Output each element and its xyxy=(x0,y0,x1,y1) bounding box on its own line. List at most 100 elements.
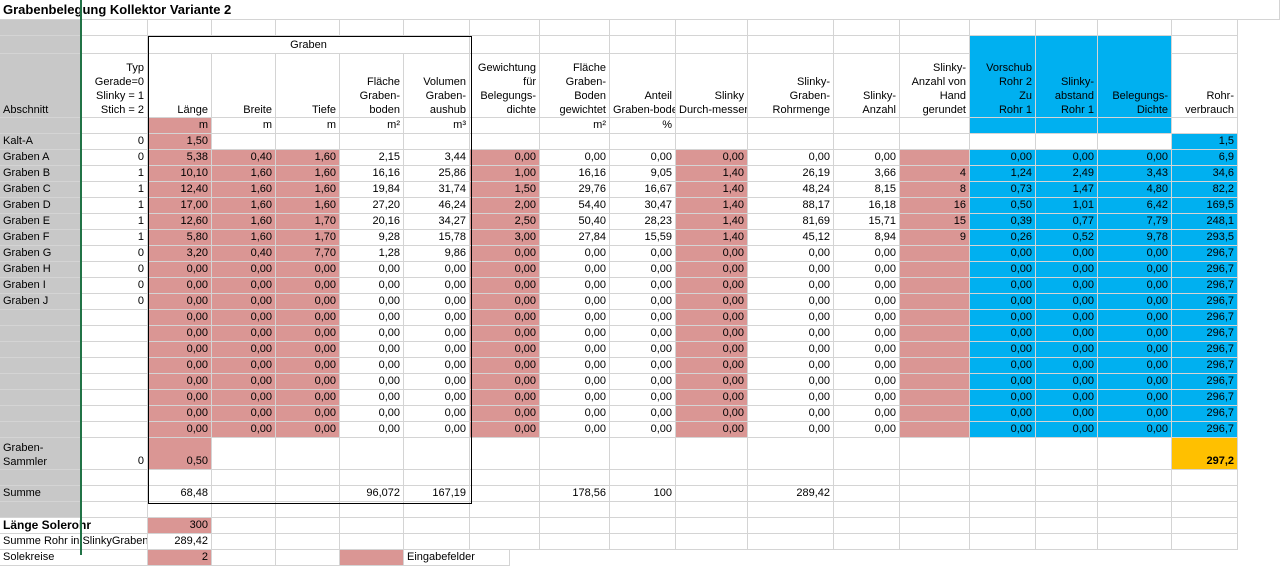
cell-belegungsdichte[interactable]: 0,00 xyxy=(1098,278,1172,294)
cell-flaeche[interactable] xyxy=(340,134,404,150)
empty-cell[interactable] xyxy=(1172,534,1238,550)
empty-cell[interactable] xyxy=(676,534,748,550)
cell-laenge[interactable]: 0,00 xyxy=(148,422,212,438)
empty-cell[interactable] xyxy=(82,20,148,36)
cell-laenge[interactable]: 0,00 xyxy=(148,358,212,374)
cell-abstand[interactable]: 0,00 xyxy=(1036,262,1098,278)
cell-tiefe[interactable]: 0,00 xyxy=(276,262,340,278)
cell-flaeche-gew[interactable]: 0,00 xyxy=(540,278,610,294)
cell-anzahl-hand[interactable]: 15 xyxy=(900,214,970,230)
empty-cell[interactable] xyxy=(276,518,340,534)
cell-abstand[interactable]: 2,49 xyxy=(1036,166,1098,182)
empty-cell[interactable] xyxy=(1036,534,1098,550)
cell-slinky-dm[interactable] xyxy=(676,134,748,150)
cell-volumen[interactable]: 0,00 xyxy=(404,342,470,358)
cell-tiefe[interactable]: 0,00 xyxy=(276,374,340,390)
cell-rohrverbrauch[interactable]: 296,7 xyxy=(1172,262,1238,278)
empty-cell[interactable] xyxy=(610,518,676,534)
summe-rohrmenge[interactable]: 289,42 xyxy=(748,486,834,502)
cell-typ[interactable]: 1 xyxy=(82,214,148,230)
cell-laenge[interactable]: 10,10 xyxy=(148,166,212,182)
cell-flaeche[interactable]: 16,16 xyxy=(340,166,404,182)
empty-cell[interactable] xyxy=(212,470,276,486)
cell-anteil[interactable]: 30,47 xyxy=(610,198,676,214)
summe-flaeche-gew[interactable]: 178,56 xyxy=(540,486,610,502)
cell-slinky-dm[interactable]: 0,00 xyxy=(676,246,748,262)
cell-belegungsdichte[interactable] xyxy=(1098,134,1172,150)
cell-anzahl-hand[interactable] xyxy=(900,262,970,278)
cell-vorschub[interactable]: 0,00 xyxy=(970,294,1036,310)
sammler-vorschub[interactable] xyxy=(970,438,1036,470)
cell-flaeche[interactable]: 0,00 xyxy=(340,358,404,374)
cell-slinky-anzahl[interactable]: 0,00 xyxy=(834,406,900,422)
summe-label[interactable]: Summe xyxy=(0,486,82,502)
cell-flaeche[interactable]: 27,20 xyxy=(340,198,404,214)
row-label[interactable] xyxy=(0,406,82,422)
cell-abstand[interactable]: 0,00 xyxy=(1036,406,1098,422)
empty-cell[interactable] xyxy=(82,502,148,518)
cell-breite[interactable]: 0,00 xyxy=(212,294,276,310)
cell-breite[interactable]: 0,00 xyxy=(212,326,276,342)
cell-belegungsdichte[interactable]: 0,00 xyxy=(1098,246,1172,262)
cell-anteil[interactable]: 0,00 xyxy=(610,390,676,406)
cell-abstand[interactable]: 0,52 xyxy=(1036,230,1098,246)
cell-rohrverbrauch[interactable]: 296,7 xyxy=(1172,374,1238,390)
cell-slinky-dm[interactable]: 0,00 xyxy=(676,310,748,326)
cell-tiefe[interactable]: 1,60 xyxy=(276,150,340,166)
cell-volumen[interactable]: 0,00 xyxy=(404,278,470,294)
cell-anzahl-hand[interactable]: 8 xyxy=(900,182,970,198)
cell-flaeche[interactable]: 0,00 xyxy=(340,374,404,390)
cell-flaeche[interactable]: 0,00 xyxy=(340,294,404,310)
row-label[interactable] xyxy=(0,374,82,390)
cell-slinky-anzahl[interactable]: 0,00 xyxy=(834,294,900,310)
cell-anzahl-hand[interactable] xyxy=(900,342,970,358)
sammler-label[interactable]: Graben- Sammler xyxy=(0,438,82,470)
cell-laenge[interactable]: 17,00 xyxy=(148,198,212,214)
cell-belegungsdichte[interactable]: 0,00 xyxy=(1098,422,1172,438)
cell-anzahl-hand[interactable]: 9 xyxy=(900,230,970,246)
cell-flaeche[interactable]: 0,00 xyxy=(340,326,404,342)
cell-belegungsdichte[interactable]: 0,00 xyxy=(1098,342,1172,358)
cell-anteil[interactable] xyxy=(610,134,676,150)
sheet-title[interactable]: Grabenbelegung Kollektor Variante 2 xyxy=(0,0,1280,20)
cell-typ[interactable] xyxy=(82,390,148,406)
cell-vorschub[interactable]: 0,26 xyxy=(970,230,1036,246)
cell-slinky-anzahl[interactable]: 0,00 xyxy=(834,278,900,294)
cell-anteil[interactable]: 28,23 xyxy=(610,214,676,230)
cell-anzahl-hand[interactable] xyxy=(900,294,970,310)
cell-abstand[interactable]: 0,00 xyxy=(1036,150,1098,166)
row-label[interactable]: Graben E xyxy=(0,214,82,230)
cell-slinky-anzahl[interactable]: 0,00 xyxy=(834,246,900,262)
sammler-tiefe[interactable] xyxy=(276,438,340,470)
cell-tiefe[interactable]: 1,70 xyxy=(276,230,340,246)
empty-cell[interactable] xyxy=(470,470,540,486)
cell-gewichtung[interactable]: 0,00 xyxy=(470,278,540,294)
cell-volumen[interactable]: 0,00 xyxy=(404,358,470,374)
empty-cell[interactable] xyxy=(470,502,540,518)
cell-flaeche-gew[interactable]: 0,00 xyxy=(540,390,610,406)
cell-flaeche[interactable]: 0,00 xyxy=(340,310,404,326)
cell-gewichtung[interactable]: 0,00 xyxy=(470,422,540,438)
cell-rohrmenge[interactable]: 0,00 xyxy=(748,262,834,278)
empty-cell[interactable] xyxy=(0,502,82,518)
sammler-flaeche-gew[interactable] xyxy=(540,438,610,470)
cell-rohrmenge[interactable]: 0,00 xyxy=(748,326,834,342)
empty-cell[interactable] xyxy=(276,20,340,36)
cell-flaeche-gew[interactable] xyxy=(540,134,610,150)
empty-cell[interactable] xyxy=(212,20,276,36)
cell-typ[interactable] xyxy=(82,406,148,422)
empty-cell[interactable] xyxy=(1172,502,1238,518)
cell-anzahl-hand[interactable] xyxy=(900,278,970,294)
cell-abstand[interactable] xyxy=(1036,134,1098,150)
cell-breite[interactable]: 0,40 xyxy=(212,150,276,166)
sammler-belegungsdichte[interactable] xyxy=(1098,438,1172,470)
cell-vorschub[interactable]: 0,00 xyxy=(970,358,1036,374)
empty-cell[interactable] xyxy=(1036,470,1098,486)
cell-rohrverbrauch[interactable]: 248,1 xyxy=(1172,214,1238,230)
empty-cell[interactable] xyxy=(676,518,748,534)
row-label[interactable] xyxy=(0,390,82,406)
cell-belegungsdichte[interactable]: 0,00 xyxy=(1098,150,1172,166)
cell-slinky-dm[interactable]: 0,00 xyxy=(676,390,748,406)
cell-belegungsdichte[interactable]: 0,00 xyxy=(1098,390,1172,406)
row-label[interactable]: Graben I xyxy=(0,278,82,294)
